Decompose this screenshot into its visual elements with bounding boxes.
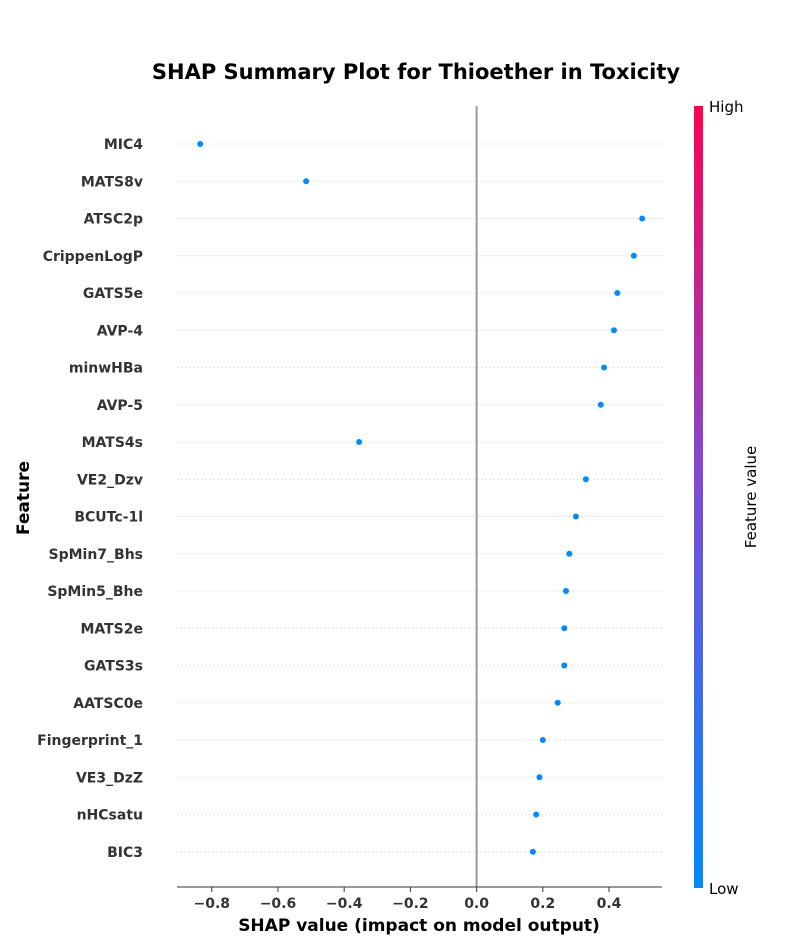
shap-point <box>562 588 569 594</box>
x-axis-title: SHAP value (impact on model output) <box>238 916 600 936</box>
feature-label: MIC4 <box>104 137 143 153</box>
shap-point <box>533 811 540 818</box>
feature-label: AATSC0e <box>73 696 143 712</box>
shap-point <box>197 141 204 147</box>
colorbar-high-label: High <box>709 98 743 116</box>
shap-point <box>610 327 617 334</box>
feature-label: BCUTc-1l <box>74 510 143 526</box>
shap-point <box>561 662 568 669</box>
x-tick-label: 0.4 <box>597 896 622 912</box>
feature-label: minwHBa <box>69 361 143 377</box>
feature-label: SpMin7_Bhs <box>48 547 143 563</box>
shap-point <box>601 364 608 371</box>
shap-point <box>529 848 536 855</box>
shap-point <box>639 215 646 222</box>
feature-label: MATS4s <box>82 435 143 451</box>
x-tick-label: −0.2 <box>392 896 429 912</box>
feature-label: VE3_DzZ <box>76 770 143 786</box>
feature-label: AVP-4 <box>97 323 144 339</box>
feature-label: nHCsatu <box>77 808 143 824</box>
feature-labels: MIC4 MATS8v ATSC2p CrippenLogP GATS5e AVP-4 mi… <box>37 137 143 861</box>
x-tick-label: 0.2 <box>530 896 555 912</box>
x-tick-label: −0.6 <box>260 896 297 912</box>
feature-label: CrippenLogP <box>43 249 143 265</box>
feature-label: GATS5e <box>83 286 143 302</box>
x-tick-label: −0.8 <box>193 896 230 912</box>
colorbar <box>694 106 703 888</box>
shap-point <box>554 699 561 706</box>
shap-point <box>561 625 568 632</box>
colorbar-title: Feature value <box>742 446 760 548</box>
feature-label: VE2_Dzv <box>77 472 143 488</box>
feature-label: BIC3 <box>107 845 143 861</box>
feature-label: GATS3s <box>84 659 143 675</box>
data-points <box>197 141 646 855</box>
colorbar-low-label: Low <box>709 880 739 898</box>
feature-label: SpMin5_Bhe <box>47 584 143 600</box>
shap-point <box>572 513 579 520</box>
shap-point <box>630 252 637 259</box>
shap-point <box>614 290 621 296</box>
shap-point <box>582 476 589 483</box>
x-tick-label: 0.0 <box>464 896 489 912</box>
feature-label: AVP-5 <box>97 398 143 414</box>
shap-point <box>539 737 546 743</box>
chart-title: SHAP Summary Plot for Thioether in Toxic… <box>152 60 681 84</box>
shap-point <box>536 774 543 781</box>
shap-point <box>356 439 363 445</box>
y-axis-title: Feature <box>14 461 34 535</box>
feature-label: MATS2e <box>80 621 143 637</box>
shap-point <box>566 550 573 557</box>
x-ticks: −0.8 −0.6 −0.4 −0.2 0.0 0.2 0.4 <box>193 887 622 912</box>
shap-point <box>303 178 310 185</box>
x-tick-label: −0.4 <box>326 896 363 912</box>
feature-label: Fingerprint_1 <box>37 733 143 749</box>
feature-label: MATS8v <box>81 174 143 190</box>
feature-label: ATSC2p <box>84 212 143 228</box>
gridlines <box>177 143 662 853</box>
shap-point <box>597 401 604 408</box>
